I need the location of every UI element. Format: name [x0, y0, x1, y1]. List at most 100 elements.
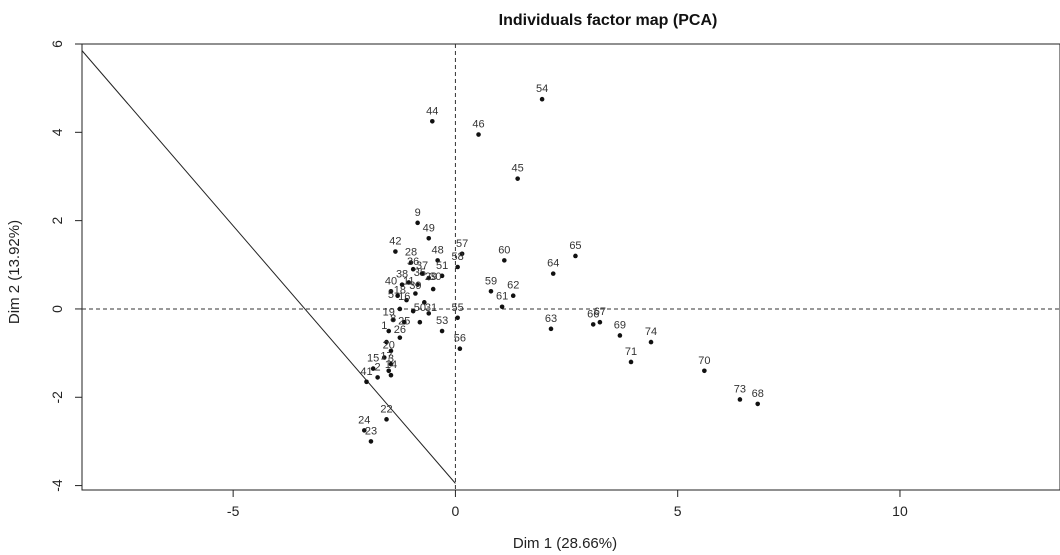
point-label: 2	[375, 361, 381, 373]
data-point	[476, 132, 481, 137]
data-point	[755, 401, 761, 407]
data-point	[628, 359, 634, 365]
point-label: 58	[452, 251, 464, 263]
point-label: 16	[398, 291, 410, 303]
point-label: 74	[645, 326, 657, 338]
data-point	[364, 379, 369, 385]
point-label: 61	[496, 291, 508, 303]
point-label: 50	[414, 302, 426, 314]
x-tick-label: -5	[227, 503, 240, 519]
data-point	[388, 348, 394, 354]
point-label: 63	[545, 313, 557, 325]
point-label: 24	[358, 414, 370, 426]
data-point	[393, 249, 398, 254]
point-label: 66	[587, 308, 599, 320]
data-point	[388, 288, 394, 294]
y-tick-label: 2	[49, 217, 65, 225]
data-point	[422, 300, 427, 305]
point-label: 51	[436, 260, 448, 272]
data-point	[397, 306, 403, 312]
point-label: 59	[485, 275, 497, 287]
data-point	[415, 282, 420, 287]
data-point	[590, 322, 596, 327]
data-point	[361, 428, 367, 433]
point-label: 3	[388, 353, 394, 365]
point-label: 5	[388, 289, 394, 301]
data-point	[430, 286, 436, 292]
chart-title: Individuals factor map (PCA)	[499, 12, 718, 29]
data-point	[388, 361, 394, 367]
data-point	[401, 319, 407, 325]
point-label: 57	[456, 238, 468, 250]
point-label: 36	[407, 256, 419, 268]
x-axis-label: Dim 1 (28.66%)	[513, 535, 617, 552]
data-point	[406, 280, 412, 285]
data-point	[573, 253, 578, 259]
data-point	[384, 339, 389, 345]
y-tick-label: 4	[49, 128, 65, 136]
y-tick-label: 6	[49, 40, 65, 48]
y-axis-label: Dim 2 (13.92%)	[6, 220, 23, 324]
point-label: 35	[414, 267, 426, 279]
point-label: 40	[385, 275, 397, 287]
data-point	[415, 220, 420, 226]
point-label: 46	[472, 119, 484, 131]
data-point	[648, 339, 654, 345]
data-point	[439, 328, 445, 334]
data-point	[419, 271, 425, 276]
y-axis: -4 -2 0 2 4 6	[49, 40, 82, 492]
point-label: 31	[425, 302, 437, 314]
point-label: 49	[423, 222, 435, 234]
point-label: 18	[394, 284, 406, 296]
overlay-line	[81, 50, 456, 484]
data-point	[386, 328, 392, 334]
data-point	[455, 264, 460, 270]
point-label: 26	[394, 324, 406, 336]
data-point	[399, 282, 405, 287]
x-axis: -5 0 5 10	[227, 490, 908, 519]
y-tick-label: -4	[49, 479, 65, 492]
data-point	[502, 258, 507, 263]
point-label: 54	[536, 83, 548, 95]
data-point	[410, 266, 416, 272]
point-label: 28	[405, 247, 417, 259]
data-point	[459, 251, 465, 257]
point-label: 44	[426, 105, 438, 117]
data-point	[617, 333, 623, 338]
point-label: 67	[594, 306, 606, 318]
point-label: 22	[380, 403, 392, 415]
points-layer	[361, 96, 761, 444]
data-point	[499, 304, 505, 310]
data-point	[510, 293, 516, 299]
point-label: 15	[367, 353, 379, 365]
point-label: 30	[429, 271, 441, 283]
data-point	[381, 355, 387, 360]
point-label: 69	[614, 319, 626, 331]
point-label: 60	[498, 244, 510, 256]
x-tick-label: 0	[452, 503, 460, 519]
point-label: 9	[415, 207, 421, 219]
data-point	[417, 319, 423, 325]
data-point	[410, 308, 416, 314]
point-label: 48	[432, 244, 444, 256]
data-point	[384, 417, 389, 422]
data-point	[370, 366, 376, 371]
data-point	[548, 326, 554, 332]
point-label: 8	[390, 313, 396, 325]
point-label: 56	[454, 333, 466, 345]
data-point	[455, 315, 460, 321]
data-point	[430, 118, 435, 124]
data-point	[388, 372, 394, 378]
data-point	[488, 288, 494, 294]
data-point	[404, 297, 409, 303]
point-label: 73	[734, 383, 746, 395]
data-point	[375, 375, 380, 380]
data-point	[368, 439, 374, 444]
data-point	[457, 346, 463, 351]
point-label: 1	[381, 320, 387, 332]
data-point	[395, 293, 400, 299]
x-tick-label: 10	[892, 503, 908, 519]
point-label: 29	[425, 271, 437, 283]
